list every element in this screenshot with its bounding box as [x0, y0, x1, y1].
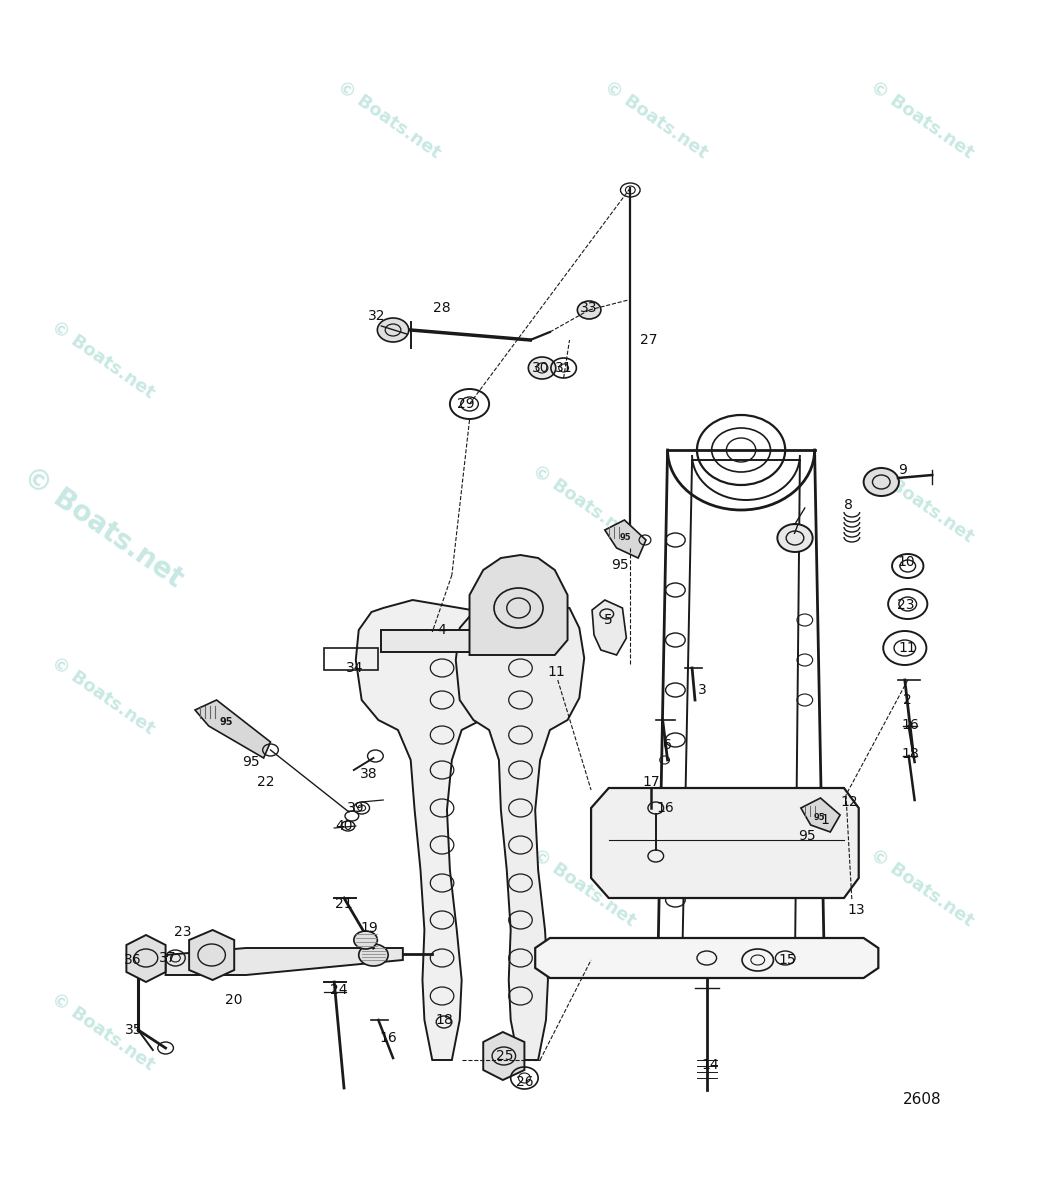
Text: 2: 2 — [903, 692, 912, 707]
Text: 35: 35 — [124, 1022, 142, 1037]
Ellipse shape — [377, 318, 409, 342]
Ellipse shape — [863, 468, 899, 496]
Text: © Boats.net: © Boats.net — [334, 78, 444, 162]
Text: 25: 25 — [496, 1049, 513, 1063]
Text: 1: 1 — [820, 814, 829, 827]
Text: © Boats.net: © Boats.net — [601, 78, 711, 162]
Text: 95: 95 — [798, 829, 815, 842]
Polygon shape — [469, 554, 567, 655]
Text: 23: 23 — [897, 598, 914, 612]
Ellipse shape — [777, 524, 813, 552]
Text: 95: 95 — [242, 755, 260, 769]
Ellipse shape — [529, 358, 556, 379]
Text: 16: 16 — [656, 802, 674, 815]
Ellipse shape — [577, 301, 601, 319]
Polygon shape — [126, 935, 165, 982]
Text: © Boats.net: © Boats.net — [47, 318, 158, 402]
Text: 28: 28 — [434, 301, 450, 314]
Text: © Boats.net: © Boats.net — [47, 654, 158, 738]
Polygon shape — [593, 600, 626, 655]
Text: 2608: 2608 — [903, 1092, 942, 1108]
Text: 13: 13 — [847, 902, 864, 917]
Text: © Boats.net: © Boats.net — [867, 78, 977, 162]
Text: 95: 95 — [219, 716, 233, 727]
Text: 15: 15 — [779, 953, 796, 967]
Text: 10: 10 — [897, 554, 914, 569]
Text: © Boats.net: © Boats.net — [529, 462, 640, 546]
Text: 36: 36 — [124, 953, 142, 967]
Polygon shape — [355, 600, 501, 1060]
Text: 34: 34 — [346, 661, 364, 674]
Text: 38: 38 — [359, 767, 377, 781]
Text: 7: 7 — [791, 523, 799, 538]
Polygon shape — [535, 938, 879, 978]
Text: 23: 23 — [173, 925, 191, 938]
Polygon shape — [165, 948, 402, 974]
Polygon shape — [591, 788, 859, 898]
Bar — [381, 630, 469, 652]
Bar — [324, 648, 378, 670]
Ellipse shape — [354, 931, 377, 949]
Text: 27: 27 — [641, 332, 657, 347]
Text: 39: 39 — [347, 802, 365, 815]
Text: 14: 14 — [702, 1058, 720, 1072]
Text: 3: 3 — [697, 683, 706, 697]
Text: 21: 21 — [335, 898, 353, 911]
Polygon shape — [189, 930, 234, 980]
Ellipse shape — [358, 944, 388, 966]
Text: 33: 33 — [580, 301, 598, 314]
Text: 4: 4 — [438, 623, 446, 637]
Text: 29: 29 — [457, 397, 474, 410]
Text: 31: 31 — [555, 361, 573, 374]
Text: © Boats.net: © Boats.net — [867, 846, 977, 930]
Text: 32: 32 — [368, 308, 386, 323]
Text: © Boats.net: © Boats.net — [867, 462, 977, 546]
Text: 26: 26 — [515, 1075, 533, 1090]
Polygon shape — [456, 600, 584, 1060]
Text: 16: 16 — [379, 1031, 397, 1045]
Polygon shape — [800, 798, 840, 832]
Text: © Boats.net: © Boats.net — [17, 462, 188, 594]
Text: 20: 20 — [226, 994, 243, 1007]
Polygon shape — [195, 700, 271, 758]
Text: 12: 12 — [840, 794, 858, 809]
Text: 6: 6 — [664, 738, 672, 752]
Text: 22: 22 — [257, 775, 275, 790]
Polygon shape — [483, 1032, 525, 1080]
Text: 18: 18 — [902, 746, 920, 761]
Text: 95: 95 — [620, 534, 631, 542]
Text: 18: 18 — [435, 1013, 452, 1027]
Text: © Boats.net: © Boats.net — [529, 846, 640, 930]
Text: 9: 9 — [899, 463, 907, 476]
Text: 5: 5 — [604, 613, 613, 626]
Text: 37: 37 — [159, 950, 177, 965]
Text: 40: 40 — [335, 818, 353, 833]
Text: 16: 16 — [902, 718, 920, 732]
Text: 8: 8 — [844, 498, 854, 512]
Text: 24: 24 — [330, 983, 348, 997]
Text: 30: 30 — [532, 361, 550, 374]
Text: 17: 17 — [642, 775, 659, 790]
Text: 95: 95 — [814, 814, 826, 822]
Text: 11: 11 — [548, 665, 565, 679]
Polygon shape — [605, 520, 646, 558]
Text: 95: 95 — [610, 558, 628, 572]
Text: 11: 11 — [899, 641, 916, 655]
Text: © Boats.net: © Boats.net — [47, 990, 158, 1074]
Text: 19: 19 — [361, 922, 378, 935]
